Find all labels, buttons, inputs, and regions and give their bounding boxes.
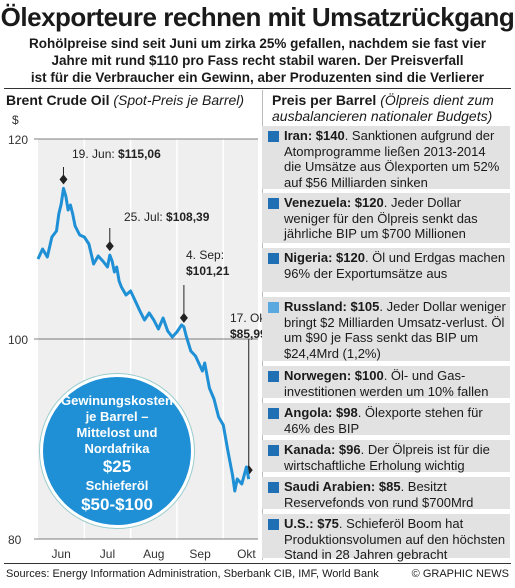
country-marker-icon xyxy=(268,519,279,530)
x-tick-label: Jun xyxy=(51,547,70,561)
bubble-label-line: Nordafrika xyxy=(84,441,150,456)
country-name: Russland: $105 xyxy=(284,299,380,314)
country-item: Norwegen: $100. Öl- und Gas-investitione… xyxy=(262,366,510,399)
country-name: Kanada: $96 xyxy=(284,442,361,457)
country-text: . Jeder Dollar weniger für den Ölpreis s… xyxy=(284,195,478,241)
annotation-value: $101,21 xyxy=(186,264,230,278)
country-text: . Schieferöl Boom hat Produktionsvolumen… xyxy=(284,516,506,562)
country-list-heading-name: Preis per Barrel xyxy=(272,92,377,108)
country-item: U.S.: $75. Schieferöl Boom hat Produktio… xyxy=(262,514,510,562)
chart-heading-note: (Spot-Preis je Barrel) xyxy=(113,92,245,108)
country-name: U.S.: $75 xyxy=(284,516,339,531)
subtitle-line: Rohölpreise sind seit Juni um zirka 25% … xyxy=(29,36,486,51)
country-marker-icon xyxy=(268,445,279,456)
bubble-value-mideast: $25 xyxy=(102,457,132,476)
chart-heading-name: Brent Crude Oil xyxy=(6,92,110,108)
sources-note: Sources: Energy Information Administrati… xyxy=(6,568,379,580)
chart-heading: Brent Crude Oil (Spot-Preis je Barrel) xyxy=(6,92,244,108)
country-marker-icon xyxy=(268,198,279,209)
annotation-marker xyxy=(105,241,114,252)
country-text: . Besitzt Reservefonds von rund $700Mrd xyxy=(284,479,474,510)
country-name: Venezuela: $120 xyxy=(284,195,384,210)
subtitle-line: ist für die Verbraucher ein Gewinn, aber… xyxy=(30,70,485,85)
annotation-value: $85,99 xyxy=(230,327,262,341)
country-name: Angola: $98 xyxy=(284,405,358,420)
x-tick-label: Sep xyxy=(189,547,211,561)
annotation-label: 17. Okt: xyxy=(230,311,262,325)
country-text: . Der Ölpreis ist für die wirtschaftlich… xyxy=(284,442,490,473)
country-item: Kanada: $96. Der Ölpreis ist für die wir… xyxy=(262,440,510,473)
top-rule xyxy=(4,88,511,89)
page-title: Ölexporteure rechnen mit Umsatzrückgang xyxy=(0,2,515,32)
annotation-label: 4. Sep: xyxy=(186,248,224,262)
country-text: . Ölexporte stehen für 46% des BIP xyxy=(284,405,483,436)
country-text: . Öl und Erdgas machen 96% der Exportums… xyxy=(284,250,506,281)
credit-note: © GRAPHIC NEWS xyxy=(411,568,509,580)
country-list-heading: Preis per Barrel (Ölpreis dient zum ausb… xyxy=(272,92,512,124)
country-name: Saudi Arabien: $85 xyxy=(284,479,401,494)
country-marker-icon xyxy=(268,131,279,142)
country-marker-icon xyxy=(268,253,279,264)
country-name: Norwegen: $100 xyxy=(284,368,384,383)
country-marker-icon xyxy=(268,408,279,419)
page-subtitle: Rohölpreise sind seit Juni um zirka 25% … xyxy=(0,35,515,86)
x-tick-label: Aug xyxy=(143,547,164,561)
bottom-rule xyxy=(4,563,511,564)
country-item: Angola: $98. Ölexporte stehen für 46% de… xyxy=(262,403,510,436)
y-axis-label: $ xyxy=(12,113,19,127)
country-item: Venezuela: $120. Jeder Dollar weniger fü… xyxy=(262,193,510,243)
subtitle-line: Jahre mit rund $110 pro Fass recht stabi… xyxy=(51,53,464,68)
x-tick-label: Jul xyxy=(100,547,115,561)
country-item: Nigeria: $120. Öl und Erdgas machen 96% … xyxy=(262,248,510,292)
y-tick-label: 80 xyxy=(8,533,22,547)
bubble-label-shale: Schieferöl xyxy=(85,478,149,493)
bubble-label-line: Gewinungskosten xyxy=(61,393,173,408)
annotation-label: 19. Jun: $115,06 xyxy=(72,147,161,161)
country-item: Saudi Arabien: $85. Besitzt Reservefonds… xyxy=(262,477,510,510)
annotation-marker xyxy=(179,312,188,323)
annotation-marker xyxy=(59,174,68,185)
y-tick-label: 100 xyxy=(8,333,28,347)
country-text: . Jeder Dollar weniger bringt $2 Milliar… xyxy=(284,299,506,361)
country-list-heading-note: (Ölpreis dient zum ausbalancieren nation… xyxy=(272,92,494,124)
brent-price-line xyxy=(36,186,251,493)
country-name: Nigeria: $120 xyxy=(284,250,365,265)
country-text: . Sanktionen aufgrund der Atomprogramme … xyxy=(284,128,500,190)
y-tick-label: 120 xyxy=(8,133,28,147)
production-cost-bubble: Gewinungskosten je Barrel – Mittelost un… xyxy=(40,374,194,528)
country-item: Iran: $140. Sanktionen aufgrund der Atom… xyxy=(262,126,510,190)
annotation-label: 25. Jul: $108,39 xyxy=(124,210,210,224)
country-name: Iran: $140 xyxy=(284,128,345,143)
bubble-label: Gewinungskosten je Barrel – Mittelost un… xyxy=(43,393,191,457)
country-marker-icon xyxy=(268,302,279,313)
x-tick-label: Okt xyxy=(237,547,256,561)
bubble-label-line: je Barrel – xyxy=(85,409,149,424)
bubble-label-line: Mittelost und xyxy=(76,425,158,440)
country-marker-icon xyxy=(268,371,279,382)
country-marker-icon xyxy=(268,482,279,493)
country-text: . Öl- und Gas-investitionen werden um 10… xyxy=(284,368,489,399)
bubble-value-shale: $50-$100 xyxy=(81,495,153,514)
country-item: Russland: $105. Jeder Dollar weniger bri… xyxy=(262,297,510,361)
